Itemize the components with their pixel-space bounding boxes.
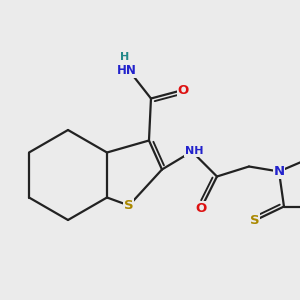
Text: H: H [120,52,130,61]
Text: HN: HN [117,64,137,77]
Text: S: S [124,199,134,212]
Text: S: S [250,214,260,227]
Text: N: N [273,165,284,178]
Text: O: O [177,84,189,97]
Text: O: O [195,202,207,215]
Text: NH: NH [185,146,203,157]
